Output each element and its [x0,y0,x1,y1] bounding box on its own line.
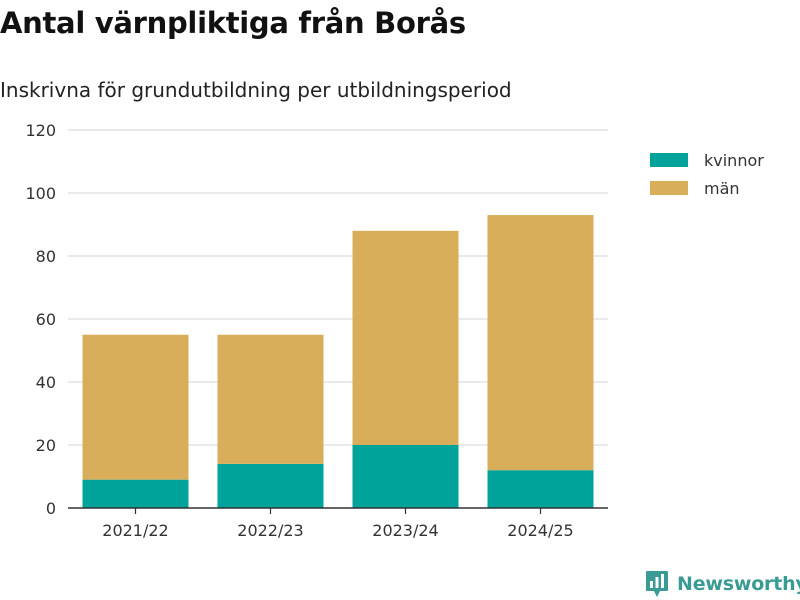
bar-kvinnor-2022/23[interactable] [217,463,324,508]
bar-män-2021/22[interactable] [82,334,189,480]
newsworthy-logo-icon [646,571,668,597]
axes: 0 20 40 60 80 100 120 2021/22 2022/23 2023/24 2024… [25,121,608,540]
bar-män-2023/24[interactable] [352,230,459,445]
bar-män-2024/25[interactable] [487,215,594,471]
legend-label-kvinnor: kvinnor [704,150,764,170]
y-tick-label: 40 [36,373,56,392]
x-tick-label: 2022/23 [237,521,303,540]
legend-item-man[interactable]: män [650,174,764,202]
brand-name: Newsworthy [677,573,800,595]
brand-logo[interactable]: Newsworthy [645,570,800,598]
chart-subtitle: Inskrivna för grundutbildning per utbild… [0,78,512,102]
bars [82,215,594,508]
bar-män-2022/23[interactable] [217,334,324,464]
y-tick-label: 80 [36,247,56,266]
x-tick-label: 2023/24 [372,521,438,540]
y-tick-label: 20 [36,436,56,455]
x-tick-label: 2021/22 [102,521,168,540]
legend-swatch-kvinnor [650,153,688,167]
y-tick-label: 60 [36,310,56,329]
legend-label-man: män [704,178,740,198]
y-tick-label: 0 [46,499,56,518]
x-tick-label: 2024/25 [507,521,573,540]
legend-swatch-man [650,181,688,195]
chart-title: Antal värnpliktiga från Borås [0,6,466,40]
y-tick-label: 100 [25,184,56,203]
legend-item-kvinnor[interactable]: kvinnor [650,146,764,174]
bar-kvinnor-2023/24[interactable] [352,445,459,508]
legend: kvinnor män [650,146,764,202]
bar-kvinnor-2021/22[interactable] [82,479,189,508]
bar-kvinnor-2024/25[interactable] [487,470,594,508]
y-tick-label: 120 [25,121,56,140]
